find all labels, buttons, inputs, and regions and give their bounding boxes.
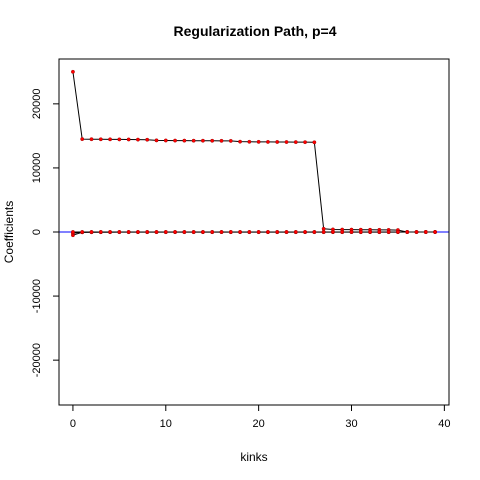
series-1-point [182, 138, 187, 143]
series-1-point [293, 140, 298, 145]
series-4-point [136, 230, 140, 234]
series-4-point [201, 230, 205, 234]
series-4-point [191, 230, 196, 234]
series-4-point [173, 230, 177, 234]
series-1-point [89, 137, 94, 142]
series-4-point [108, 230, 112, 234]
series-4-point [98, 230, 103, 234]
plot-area [59, 69, 449, 238]
series-4-point [210, 230, 215, 234]
series-1-point [163, 138, 168, 143]
series-4-point [312, 230, 317, 234]
series-4-point [284, 230, 289, 234]
series-4-point [71, 230, 75, 234]
series-4-point [247, 230, 252, 234]
series-4-point [433, 230, 437, 234]
series-1-point [256, 139, 261, 144]
series-4-point [126, 230, 131, 234]
series-1-point [228, 138, 233, 143]
series-1-point [210, 138, 215, 143]
series-1-point [303, 140, 307, 145]
series-4-point [266, 230, 270, 234]
series-1-point [266, 140, 270, 144]
series-1-point [145, 137, 150, 142]
y-tick-label: 20000 [31, 89, 43, 120]
series-1-point [126, 137, 131, 142]
series-4-point [80, 230, 85, 234]
series-1-point [108, 137, 112, 142]
x-tick-label: 30 [345, 418, 357, 430]
series-4-point [396, 230, 400, 234]
series-4-point [349, 230, 354, 234]
x-tick-label: 0 [70, 418, 76, 430]
series-4-point [219, 230, 224, 234]
series-4-point [340, 230, 345, 234]
series-4-point [228, 230, 233, 234]
series-4-point [275, 230, 280, 234]
x-tick-label: 40 [438, 418, 450, 430]
y-tick-label: -10000 [31, 279, 43, 313]
series-1-point [191, 138, 196, 143]
series-4-point [154, 230, 159, 234]
series-1-point [219, 138, 224, 143]
series-1-point [247, 139, 252, 144]
series-4-point [145, 230, 150, 234]
y-axis-label: Coefficients [2, 201, 16, 263]
series-4-point [386, 230, 391, 234]
y-tick-label: 0 [31, 229, 43, 235]
series-4-point [368, 230, 372, 234]
series-4-point [182, 230, 187, 234]
series-1-point [71, 69, 75, 74]
y-tick-label: -20000 [31, 343, 43, 377]
series-4-point [377, 230, 382, 234]
series-4-point [331, 230, 335, 234]
series-1-point [136, 137, 140, 142]
series-4-point [414, 230, 419, 234]
series-4-point [117, 230, 122, 234]
series-4-point [423, 230, 428, 234]
chart-title: Regularization Path, p=4 [174, 23, 337, 39]
series-1-point [312, 140, 317, 145]
series-4-point [303, 230, 307, 234]
series-1-point [284, 140, 289, 144]
series-4-point [358, 230, 363, 234]
x-tick-label: 20 [253, 418, 265, 430]
series-1-point [98, 137, 103, 142]
y-tick-label: 10000 [31, 153, 43, 184]
series-4-point [163, 230, 168, 234]
series-1-point [80, 137, 85, 141]
series-4-point [293, 230, 298, 234]
series-4-point [89, 230, 94, 234]
series-4-point [238, 230, 242, 234]
series-4-point [321, 230, 326, 234]
series-1-point [117, 137, 122, 142]
x-axis-label: kinks [240, 450, 267, 464]
series-1-point [173, 138, 177, 143]
series-1-point [275, 140, 280, 144]
series-4-point [256, 230, 261, 234]
series-line-1 [72, 71, 436, 233]
series-1-point [238, 139, 242, 144]
x-tick-label: 10 [160, 418, 172, 430]
series-1-point [201, 138, 205, 143]
series-1-point [321, 226, 326, 231]
series-4-point [405, 230, 410, 234]
series-1-point [154, 138, 159, 143]
